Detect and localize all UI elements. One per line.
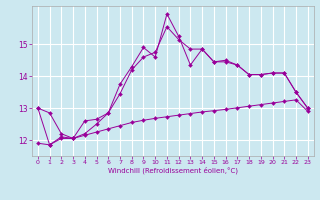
X-axis label: Windchill (Refroidissement éolien,°C): Windchill (Refroidissement éolien,°C)	[108, 167, 238, 174]
